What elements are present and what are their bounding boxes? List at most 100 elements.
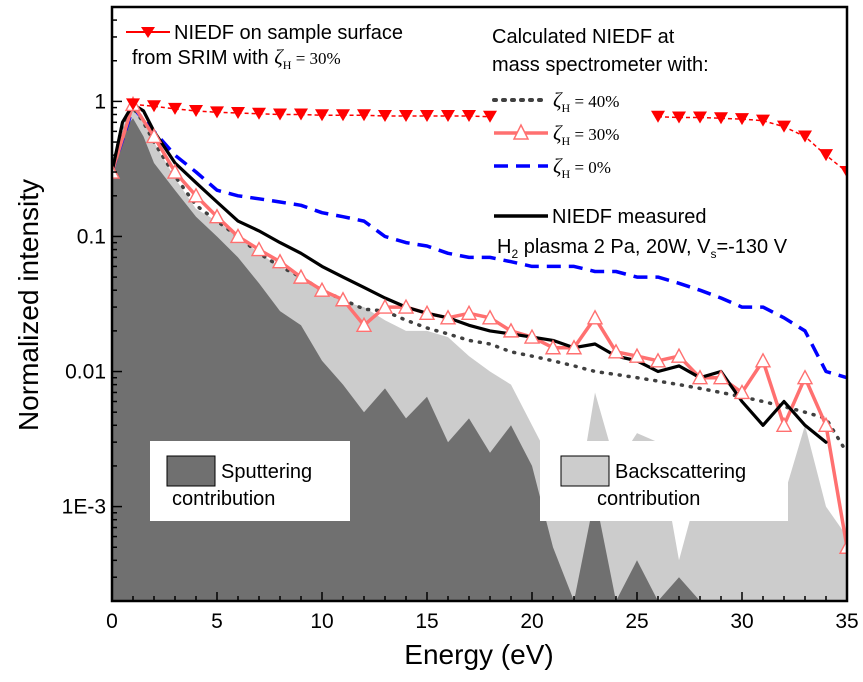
zeta30-marker	[292, 268, 310, 284]
contribution-areas	[112, 107, 847, 601]
srim-marker	[399, 109, 413, 122]
srim-marker	[378, 109, 392, 122]
zeta30-marker	[565, 339, 583, 355]
srim-marker	[231, 107, 245, 120]
zeta30-marker	[838, 538, 847, 554]
x-tick-label: 20	[520, 610, 543, 633]
zeta30-marker	[481, 309, 499, 325]
zeta30-marker	[418, 304, 436, 320]
zeta30-marker	[607, 343, 625, 359]
srim-marker	[189, 104, 203, 117]
zeta30-marker	[460, 304, 478, 320]
x-tick-label: 15	[415, 610, 438, 633]
zeta30-marker	[628, 347, 646, 363]
legend-zeta-40-label: ζH = 40%	[553, 88, 619, 115]
zeta30-marker	[376, 298, 394, 314]
srim-marker	[819, 149, 833, 162]
zeta30-marker	[796, 369, 814, 385]
srim-line-segment-2	[657, 115, 847, 173]
backscattering-annotation: Backscattering contribution	[540, 441, 788, 521]
srim-marker	[693, 111, 707, 124]
zeta30-marker	[187, 187, 205, 203]
y-tick-label: 1E-3	[62, 496, 106, 519]
zeta0-line	[112, 105, 847, 380]
y-tick-label: 0.1	[77, 225, 106, 248]
srim-marker	[840, 166, 847, 179]
legend-measured-line1: NIEDF measured	[552, 206, 707, 228]
zeta30-marker	[208, 208, 226, 224]
y-axis-label: Normalized intensity	[13, 179, 44, 431]
srim-marker	[672, 111, 686, 124]
backscattering-swatch	[560, 455, 610, 487]
legend-srim-line2: from SRIM with ζH = 30%	[132, 45, 341, 72]
x-axis-label: Energy (eV)	[404, 639, 553, 670]
y-axis-ticks: 1E-3 0.01 0.1 1	[62, 6, 122, 602]
zeta30-marker	[313, 281, 331, 297]
srim-marker	[147, 100, 161, 113]
plot-frame	[110, 5, 849, 603]
zeta30-marker	[523, 328, 541, 344]
zeta30-marker	[271, 253, 289, 269]
legend-calc-line1: Calculated NIEDF at	[492, 26, 675, 48]
legend-srim-line1: NIEDF on sample surface	[174, 22, 403, 44]
legend-entry-zeta-0: ζH = 0%	[494, 154, 611, 181]
backscattering-label-line2: contribution	[597, 488, 700, 510]
srim-marker	[420, 109, 434, 122]
x-tick-label: 0	[106, 610, 118, 633]
srim-marker	[168, 102, 182, 115]
srim-line-segment-1	[132, 103, 491, 118]
triangle-down-marker	[141, 27, 155, 38]
y-tick-label: 0.01	[65, 361, 106, 384]
zeta30-marker	[229, 227, 247, 244]
srim-marker	[273, 108, 287, 121]
zeta30-marker	[355, 316, 373, 332]
zeta30-marker	[439, 309, 457, 325]
x-tick-label: 35	[835, 610, 858, 633]
srim-marker	[441, 109, 455, 122]
legend-zeta-30-label: ζH = 30%	[553, 121, 619, 148]
legend-entry-srim: NIEDF on sample surface from SRIM with ζ…	[126, 22, 403, 72]
x-tick-label: 30	[730, 610, 753, 633]
series-markers	[112, 95, 847, 554]
legend-entry-zeta-40: ζH = 40%	[492, 88, 619, 115]
srim-marker	[357, 109, 371, 122]
legend-calc-line2: mass spectrometer with:	[492, 54, 709, 76]
legend-entry-zeta-30: ζH = 30%	[494, 121, 619, 148]
zeta30-marker	[250, 241, 268, 257]
srim-marker	[735, 113, 749, 126]
srim-marker	[756, 114, 770, 127]
zeta30-marker	[754, 352, 772, 368]
zeta30-marker	[649, 352, 667, 368]
y-tick-label: 1	[94, 90, 106, 113]
x-axis-ticks: 0 5 10 15 20 25 30 35	[106, 592, 859, 633]
sputtering-annotation: Sputtering contribution	[150, 441, 350, 521]
zeta30-marker	[166, 163, 184, 179]
srim-marker	[651, 110, 665, 123]
srim-marker	[714, 112, 728, 125]
srim-marker	[315, 109, 329, 122]
zeta30-marker	[502, 322, 520, 338]
srim-marker	[777, 120, 791, 133]
zeta40-line	[112, 105, 847, 455]
x-tick-label: 10	[310, 610, 333, 633]
zeta30-marker	[733, 383, 751, 400]
srim-marker	[294, 108, 308, 121]
legend-measured-line2: H2 plasma 2 Pa, 20W, Vs=-130 V	[497, 236, 788, 261]
srim-marker	[336, 109, 350, 122]
zeta30-marker	[691, 369, 709, 385]
srim-marker	[798, 130, 812, 143]
zeta30-marker	[817, 416, 835, 432]
srim-marker	[483, 110, 497, 123]
zeta30-marker	[544, 339, 562, 355]
x-tick-label: 25	[625, 610, 648, 633]
sputtering-label-line1: Sputtering	[221, 461, 312, 483]
legend-zeta-0-label: ζH = 0%	[553, 154, 611, 181]
zeta30-marker	[334, 291, 352, 307]
sputtering-label-line2: contribution	[172, 488, 275, 510]
zeta30-marker	[397, 298, 415, 314]
sputtering-swatch	[166, 455, 216, 487]
backscattering-label-line1: Backscattering	[615, 461, 746, 483]
srim-marker	[126, 98, 140, 111]
